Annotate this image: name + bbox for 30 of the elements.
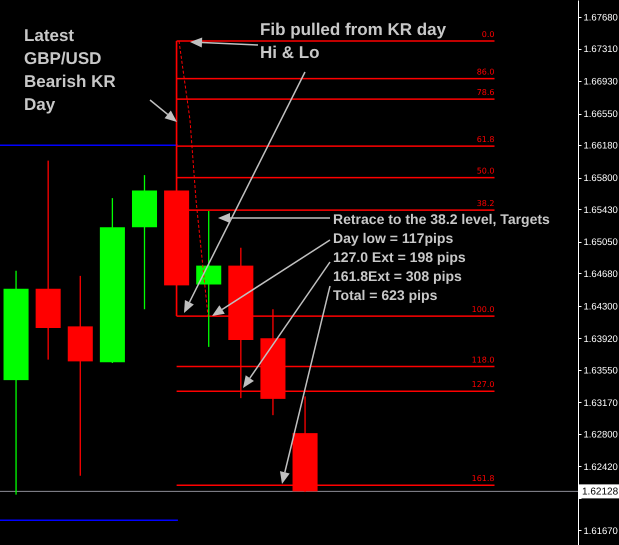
annotation: Fib pulled from KR day Hi & Lo bbox=[260, 20, 447, 62]
y-tick-label: 1.62800 bbox=[584, 429, 618, 440]
y-tick-label: 1.67310 bbox=[584, 44, 618, 56]
annotation: 118.0 bbox=[472, 355, 495, 364]
y-tick-label: 1.65050 bbox=[584, 237, 618, 248]
y-tick-label: 1.64300 bbox=[584, 301, 618, 312]
ref-line-label: 1.62128 bbox=[582, 486, 619, 498]
annotation: 78.6 bbox=[476, 88, 495, 98]
y-tick-label: 1.63550 bbox=[584, 365, 618, 376]
y-tick-label: 1.63920 bbox=[584, 334, 618, 345]
annotation: 61.8 bbox=[476, 135, 495, 144]
y-tick-label: 1.67680 bbox=[584, 12, 618, 24]
annotation: 100.0 bbox=[472, 305, 495, 314]
annotation: 161.8 bbox=[472, 474, 495, 484]
y-tick-label: 1.61670 bbox=[584, 526, 618, 537]
y-tick-label: 1.63170 bbox=[584, 398, 618, 409]
annotation: 38.2 bbox=[476, 199, 495, 208]
annotation: 127.0 bbox=[472, 380, 495, 390]
y-tick-label: 1.65430 bbox=[584, 204, 618, 216]
annotation: Latest GBP/USD Bearish KR Day bbox=[24, 26, 116, 114]
annotation: 86.0 bbox=[476, 68, 495, 77]
annotation: 0.0 bbox=[482, 30, 495, 40]
y-tick-label: 1.64680 bbox=[584, 268, 618, 280]
annotation: 50.0 bbox=[476, 166, 495, 176]
y-tick-label: 1.62420 bbox=[584, 462, 618, 473]
y-tick-label: 1.66930 bbox=[584, 76, 618, 88]
y-tick-label: 1.66550 bbox=[584, 109, 618, 120]
y-tick-label: 1.66180 bbox=[584, 140, 618, 152]
y-tick-label: 1.65800 bbox=[584, 173, 618, 184]
annotation: Retrace to the 38.2 level, Targets Day low = 117pips 127.0 Ext = 198 pips 161.8Ext = 308 pips Total = 623 pips bbox=[333, 211, 550, 303]
